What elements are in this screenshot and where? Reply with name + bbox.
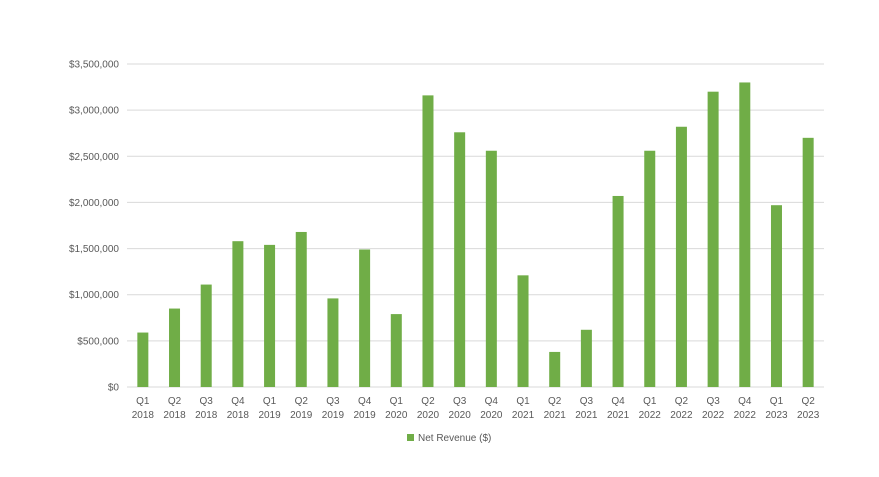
- bar: [644, 150, 656, 387]
- x-tick-label: Q3 2022: [702, 396, 725, 421]
- bar: [390, 314, 402, 387]
- x-tick-label: Q1 2019: [258, 396, 281, 421]
- legend-label: Net Revenue ($): [418, 433, 491, 444]
- x-tick-label: Q1 2021: [512, 396, 535, 421]
- y-tick-label: $1,000,000: [69, 290, 119, 301]
- x-tick-label: Q4 2018: [227, 396, 250, 421]
- y-tick-label: $0: [108, 383, 120, 394]
- y-tick-label: $3,500,000: [69, 60, 119, 71]
- bar: [739, 82, 751, 387]
- legend-swatch: [407, 434, 414, 441]
- y-tick-label: $3,000,000: [69, 106, 119, 117]
- y-tick-label: $500,000: [77, 336, 119, 347]
- gridlines: [127, 63, 824, 388]
- y-tick-label: $2,500,000: [69, 152, 119, 163]
- bar: [232, 241, 244, 387]
- bar: [359, 249, 371, 387]
- bar: [327, 298, 339, 387]
- x-tick-label: Q4 2020: [480, 396, 503, 421]
- x-tick-label: Q3 2021: [575, 396, 598, 421]
- bar: [675, 126, 687, 388]
- bar: [295, 231, 307, 387]
- x-tick-label: Q4 2021: [607, 396, 630, 421]
- x-tick-label: Q2 2018: [163, 396, 186, 421]
- bars: [137, 82, 814, 388]
- bar: [802, 137, 814, 387]
- bar: [770, 205, 782, 387]
- bar: [422, 95, 434, 388]
- bar: [580, 329, 592, 387]
- bar: [137, 332, 149, 387]
- bar: [549, 351, 561, 387]
- x-tick-label: Q4 2019: [353, 396, 376, 421]
- bar: [454, 132, 466, 387]
- x-tick-label: Q1 2023: [765, 396, 788, 421]
- x-tick-label: Q3 2018: [195, 396, 218, 421]
- x-tick-label: Q1 2018: [132, 396, 155, 421]
- bar: [169, 308, 181, 387]
- x-tick-label: Q2 2022: [670, 396, 693, 421]
- bar: [485, 150, 497, 387]
- x-axis-ticks: Q1 2018 Q2 2018 Q3 2018 Q4 2018 Q1 2019 Q2 2019 Q3 20…: [132, 396, 820, 421]
- y-tick-label: $1,500,000: [69, 244, 119, 255]
- x-tick-label: Q1 2020: [385, 396, 408, 421]
- bar: [707, 91, 719, 387]
- x-tick-label: Q3 2020: [449, 396, 472, 421]
- y-tick-label: $2,000,000: [69, 198, 119, 209]
- y-axis-ticks: $0 $500,000 $1,000,000 $1,500,000 $2,000,000…: [69, 60, 119, 394]
- bar: [264, 244, 276, 387]
- bar: [612, 195, 624, 387]
- x-tick-label: Q2 2021: [544, 396, 567, 421]
- x-tick-label: Q2 2020: [417, 396, 440, 421]
- x-tick-label: Q2 2023: [797, 396, 820, 421]
- x-tick-label: Q3 2019: [322, 396, 345, 421]
- x-tick-label: Q1 2022: [639, 396, 662, 421]
- legend: Net Revenue ($): [407, 433, 491, 444]
- bar: [200, 284, 212, 387]
- x-tick-label: Q2 2019: [290, 396, 313, 421]
- bar: [517, 275, 529, 387]
- x-tick-label: Q4 2022: [734, 396, 757, 421]
